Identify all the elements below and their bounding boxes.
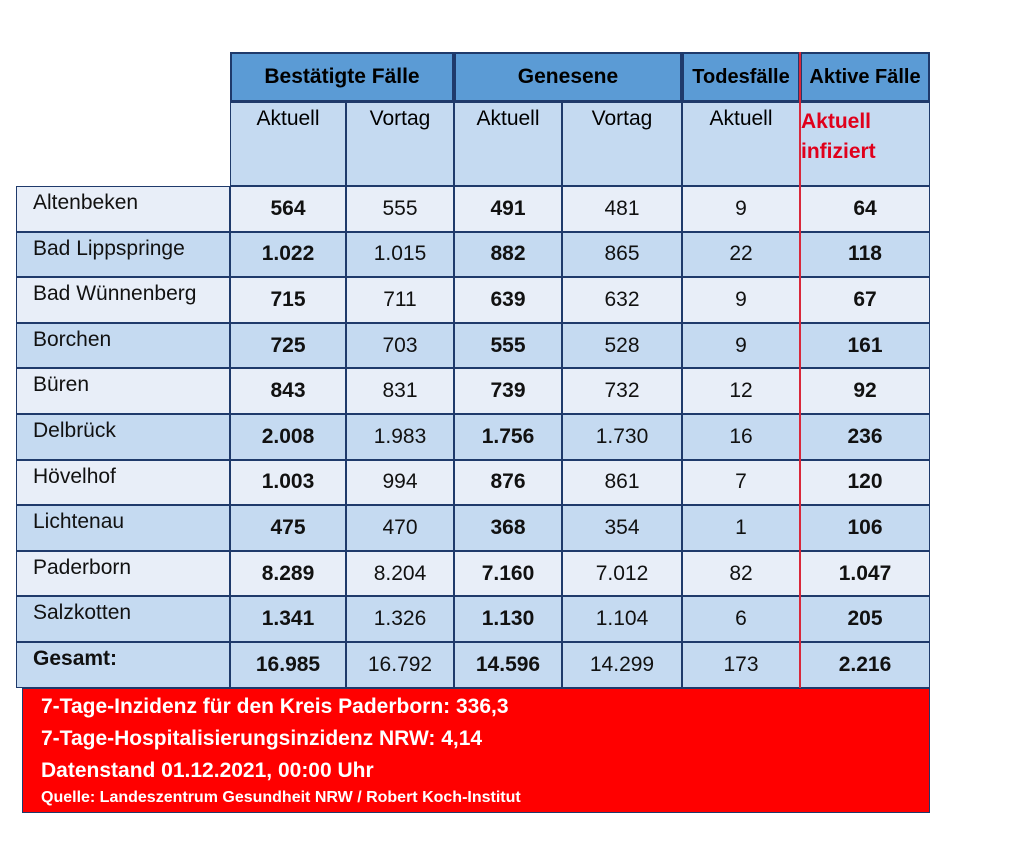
table-cell: 843: [230, 368, 346, 414]
table-cell: 703: [346, 322, 454, 369]
table-cell: 555: [346, 186, 454, 232]
table-cell: 831: [346, 368, 454, 414]
table-cell: 632: [562, 277, 682, 323]
table-cell: 9: [682, 186, 800, 232]
municipality-name: Lichtenau: [16, 505, 230, 551]
table-cell: 82: [682, 550, 800, 597]
table-cell: 2.008: [230, 414, 346, 460]
table-cell: 6: [682, 596, 800, 642]
municipality-name: Altenbeken: [16, 186, 230, 232]
municipality-name: Salzkotten: [16, 596, 230, 642]
table-cell: 865: [562, 231, 682, 278]
table-cell: 1.756: [454, 414, 562, 460]
table-cell: 161: [800, 322, 930, 369]
table-cell: 8.289: [230, 550, 346, 597]
table-cell: 711: [346, 277, 454, 323]
info-box: 7-Tage-Inzidenz für den Kreis Paderborn:…: [22, 688, 930, 813]
table-cell: 739: [454, 368, 562, 414]
table-cell: 354: [562, 505, 682, 551]
table-cell: 64: [800, 186, 930, 232]
municipality-name: Hövelhof: [16, 459, 230, 506]
table-cell: 1.730: [562, 414, 682, 460]
source-note: Quelle: Landeszentrum Gesundheit NRW / R…: [41, 789, 521, 806]
table-cell: 16: [682, 414, 800, 460]
table-cell: 12: [682, 368, 800, 414]
table-cell: 1.047: [800, 550, 930, 597]
table-cell: 14.299: [562, 642, 682, 688]
table-cell: 555: [454, 322, 562, 369]
table-cell: 22: [682, 231, 800, 278]
table-cell: 528: [562, 322, 682, 369]
subheader-deaths-current: Aktuell: [682, 102, 800, 186]
table-cell: 106: [800, 505, 930, 551]
table-cell: 1.983: [346, 414, 454, 460]
subheader-confirmed-previous: Vortag: [346, 102, 454, 186]
table-cell: 7.160: [454, 550, 562, 597]
table-cell: 1: [682, 505, 800, 551]
table-cell: 715: [230, 277, 346, 323]
header-recovered: Genesene: [454, 52, 682, 102]
table-cell: 1.022: [230, 231, 346, 278]
table-cell: 1.326: [346, 596, 454, 642]
municipality-name: Borchen: [16, 322, 230, 369]
table-cell: 470: [346, 505, 454, 551]
municipality-name: Bad Wünnenberg: [16, 277, 230, 323]
table-cell: 8.204: [346, 550, 454, 597]
table-cell: 1.130: [454, 596, 562, 642]
data-date-note: Datenstand 01.12.2021, 00:00 Uhr: [41, 759, 374, 782]
header-deaths: Todesfälle: [682, 52, 800, 102]
table-cell: 564: [230, 186, 346, 232]
table-cell: 725: [230, 322, 346, 369]
header-active: Aktive Fälle: [800, 52, 930, 102]
table-cell: 236: [800, 414, 930, 460]
subheader-recovered-current: Aktuell: [454, 102, 562, 186]
table-cell: 92: [800, 368, 930, 414]
table-cell: 118: [800, 231, 930, 278]
table-cell: 9: [682, 322, 800, 369]
table-cell: 876: [454, 459, 562, 506]
table-cell: 14.596: [454, 642, 562, 688]
incidence-note: 7-Tage-Inzidenz für den Kreis Paderborn:…: [41, 695, 509, 718]
header-confirmed: Bestätigte Fälle: [230, 52, 454, 102]
table-cell: 1.341: [230, 596, 346, 642]
table-cell: 205: [800, 596, 930, 642]
table-cell: 639: [454, 277, 562, 323]
municipality-name: Bad Lippspringe: [16, 231, 230, 278]
subheader-active-line1: Aktuell: [801, 110, 872, 133]
table-cell: 7: [682, 459, 800, 506]
hospitalization-note: 7-Tage-Hospitalisierungsinzidenz NRW: 4,…: [41, 727, 483, 750]
table-cell: 9: [682, 277, 800, 323]
municipality-name: Büren: [16, 368, 230, 414]
municipality-name: Paderborn: [16, 550, 230, 597]
table-cell: 994: [346, 459, 454, 506]
municipality-name: Delbrück: [16, 414, 230, 460]
subheader-active-current: Aktuell infiziert: [800, 102, 930, 186]
table-cell: 7.012: [562, 550, 682, 597]
table-cell: 481: [562, 186, 682, 232]
table-cell: 120: [800, 459, 930, 506]
total-row-label: Gesamt:: [16, 642, 230, 688]
subheader-active-line2: infiziert: [801, 140, 876, 163]
table-cell: 16.792: [346, 642, 454, 688]
table-cell: 67: [800, 277, 930, 323]
table-cell: 1.104: [562, 596, 682, 642]
table-cell: 861: [562, 459, 682, 506]
subheader-recovered-previous: Vortag: [562, 102, 682, 186]
table-cell: 2.216: [800, 642, 930, 688]
table-cell: 1.015: [346, 231, 454, 278]
table-cell: 16.985: [230, 642, 346, 688]
subheader-confirmed-current: Aktuell: [230, 102, 346, 186]
table-cell: 1.003: [230, 459, 346, 506]
table-cell: 882: [454, 231, 562, 278]
active-column-divider: [799, 52, 801, 688]
table-cell: 732: [562, 368, 682, 414]
table-cell: 173: [682, 642, 800, 688]
table-cell: 368: [454, 505, 562, 551]
table-cell: 475: [230, 505, 346, 551]
table-cell: 491: [454, 186, 562, 232]
